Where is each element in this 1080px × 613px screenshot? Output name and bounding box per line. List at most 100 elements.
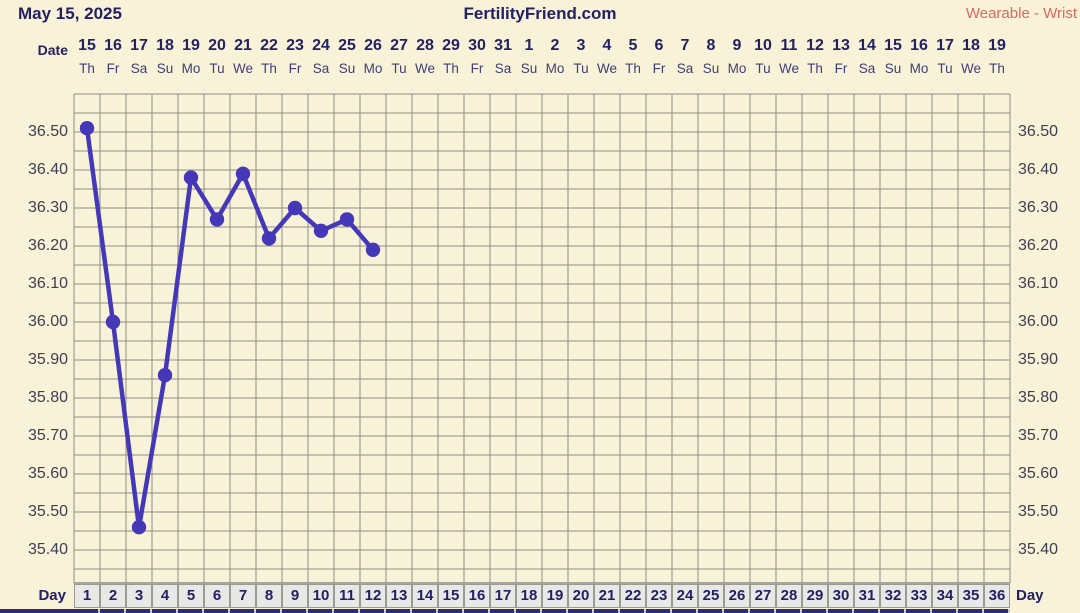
- cycle-day-cell[interactable]: 19: [542, 584, 568, 608]
- cycle-day-cell[interactable]: 25: [698, 584, 724, 608]
- date-cell: 16: [910, 37, 928, 54]
- data-point[interactable]: [261, 231, 277, 246]
- cycle-day-cell[interactable]: 7: [230, 584, 256, 608]
- cycle-day-cell[interactable]: 33: [906, 584, 932, 608]
- data-point[interactable]: [157, 368, 173, 383]
- temp-tick-right: 36.20: [1018, 237, 1059, 254]
- date-axis-label: Date: [37, 42, 68, 58]
- date-cell: 18: [156, 37, 174, 54]
- date-cell: 8: [706, 37, 716, 54]
- cycle-day-cell[interactable]: 9: [282, 584, 308, 608]
- cycle-day-cell[interactable]: 20: [568, 584, 594, 608]
- weekday-cell: Fr: [288, 61, 302, 76]
- temp-tick-left: 35.70: [27, 427, 68, 444]
- cycle-day-cell[interactable]: 23: [646, 584, 672, 608]
- cycle-day-cell[interactable]: 32: [880, 584, 906, 608]
- weekday-cell: We: [960, 61, 981, 76]
- date-cell: 13: [832, 37, 850, 54]
- temp-tick-right: 35.80: [1018, 389, 1059, 406]
- cycle-day-cell[interactable]: 13: [386, 584, 412, 608]
- data-point[interactable]: [339, 212, 355, 227]
- cycle-day-cell[interactable]: 28: [776, 584, 802, 608]
- date-cell: 1: [524, 37, 534, 54]
- cycle-day-cell[interactable]: 26: [724, 584, 750, 608]
- cycle-day-cell[interactable]: 11: [334, 584, 360, 608]
- cycle-day-cell[interactable]: 4: [152, 584, 178, 608]
- cycle-day-cell[interactable]: 6: [204, 584, 230, 608]
- date-cell: 29: [442, 37, 460, 54]
- temp-tick-left: 36.10: [27, 275, 68, 292]
- date-cell: 11: [780, 37, 798, 54]
- weekday-cell: Mo: [909, 61, 929, 76]
- cycle-day-cell[interactable]: 36: [984, 584, 1010, 608]
- cycle-day-cell[interactable]: 18: [516, 584, 542, 608]
- temp-tick-left: 36.30: [27, 199, 68, 216]
- day-axis-label-left: Day: [38, 587, 66, 604]
- sensor-mode-label[interactable]: Wearable - Wrist: [965, 5, 1077, 22]
- cycle-day-cell[interactable]: 21: [594, 584, 620, 608]
- weekday-cell: Su: [338, 61, 356, 76]
- weekday-cell: Th: [989, 61, 1005, 76]
- cycle-day-cell[interactable]: 5: [178, 584, 204, 608]
- cycle-day-cell[interactable]: 2: [100, 584, 126, 608]
- date-cell: 25: [338, 37, 356, 54]
- date-cell: 19: [988, 37, 1006, 54]
- cycle-day-cell[interactable]: 31: [854, 584, 880, 608]
- cycle-day-cell[interactable]: 17: [490, 584, 516, 608]
- temp-tick-right: 36.00: [1018, 313, 1059, 330]
- cycle-day-cell[interactable]: 16: [464, 584, 490, 608]
- date-cell: 23: [286, 37, 304, 54]
- weekday-cell: Fr: [834, 61, 848, 76]
- date-cell: 28: [416, 37, 434, 54]
- temp-tick-left: 36.40: [27, 161, 68, 178]
- data-point[interactable]: [79, 121, 95, 136]
- date-cell: 31: [494, 37, 512, 54]
- cycle-day-cell[interactable]: 8: [256, 584, 282, 608]
- temp-tick-left: 35.60: [27, 465, 68, 482]
- cycle-day-cell[interactable]: 15: [438, 584, 464, 608]
- temp-tick-left: 35.90: [27, 351, 68, 368]
- cycle-day-cell[interactable]: 34: [932, 584, 958, 608]
- cycle-day-cell[interactable]: 14: [412, 584, 438, 608]
- cycle-day-cell[interactable]: 24: [672, 584, 698, 608]
- cycle-day-cell[interactable]: 27: [750, 584, 776, 608]
- date-cell: 5: [628, 37, 638, 54]
- data-point[interactable]: [183, 170, 199, 185]
- weekday-cell: Mo: [181, 61, 201, 76]
- cutoff-next-row-separators: [74, 609, 1010, 613]
- date-cell: 16: [104, 37, 122, 54]
- data-point[interactable]: [209, 212, 225, 227]
- date-cell: 22: [260, 37, 278, 54]
- weekday-cell: Mo: [363, 61, 383, 76]
- temp-tick-left: 35.40: [27, 541, 68, 558]
- date-cell: 20: [208, 37, 226, 54]
- weekday-cell: We: [596, 61, 617, 76]
- cycle-day-cell[interactable]: 35: [958, 584, 984, 608]
- data-point[interactable]: [131, 520, 147, 535]
- weekday-cell: We: [232, 61, 253, 76]
- cycle-day-cell[interactable]: 12: [360, 584, 386, 608]
- date-cell: 17: [936, 37, 954, 54]
- date-cell: 15: [78, 37, 96, 54]
- cycle-day-cell[interactable]: 30: [828, 584, 854, 608]
- data-point[interactable]: [313, 223, 329, 238]
- temp-tick-right: 35.60: [1018, 465, 1059, 482]
- cycle-day-cell[interactable]: 22: [620, 584, 646, 608]
- data-point[interactable]: [235, 166, 251, 181]
- weekday-cell: Tu: [573, 61, 589, 76]
- cycle-day-cell[interactable]: 3: [126, 584, 152, 608]
- weekday-cell: Sa: [130, 61, 148, 76]
- data-point[interactable]: [105, 314, 121, 330]
- date-cell: 24: [312, 37, 330, 54]
- cycle-day-cell[interactable]: 10: [308, 584, 334, 608]
- cycle-day-cell[interactable]: 29: [802, 584, 828, 608]
- cycle-day-cell[interactable]: 1: [74, 584, 100, 608]
- weekday-cell: Th: [807, 61, 823, 76]
- date-cell: 3: [576, 37, 586, 54]
- temp-tick-right: 36.10: [1018, 275, 1059, 292]
- data-point[interactable]: [287, 200, 303, 216]
- data-point[interactable]: [365, 242, 381, 257]
- temp-tick-right: 36.50: [1018, 123, 1059, 140]
- date-cell: 17: [130, 37, 148, 54]
- temp-tick-left: 36.00: [27, 313, 68, 330]
